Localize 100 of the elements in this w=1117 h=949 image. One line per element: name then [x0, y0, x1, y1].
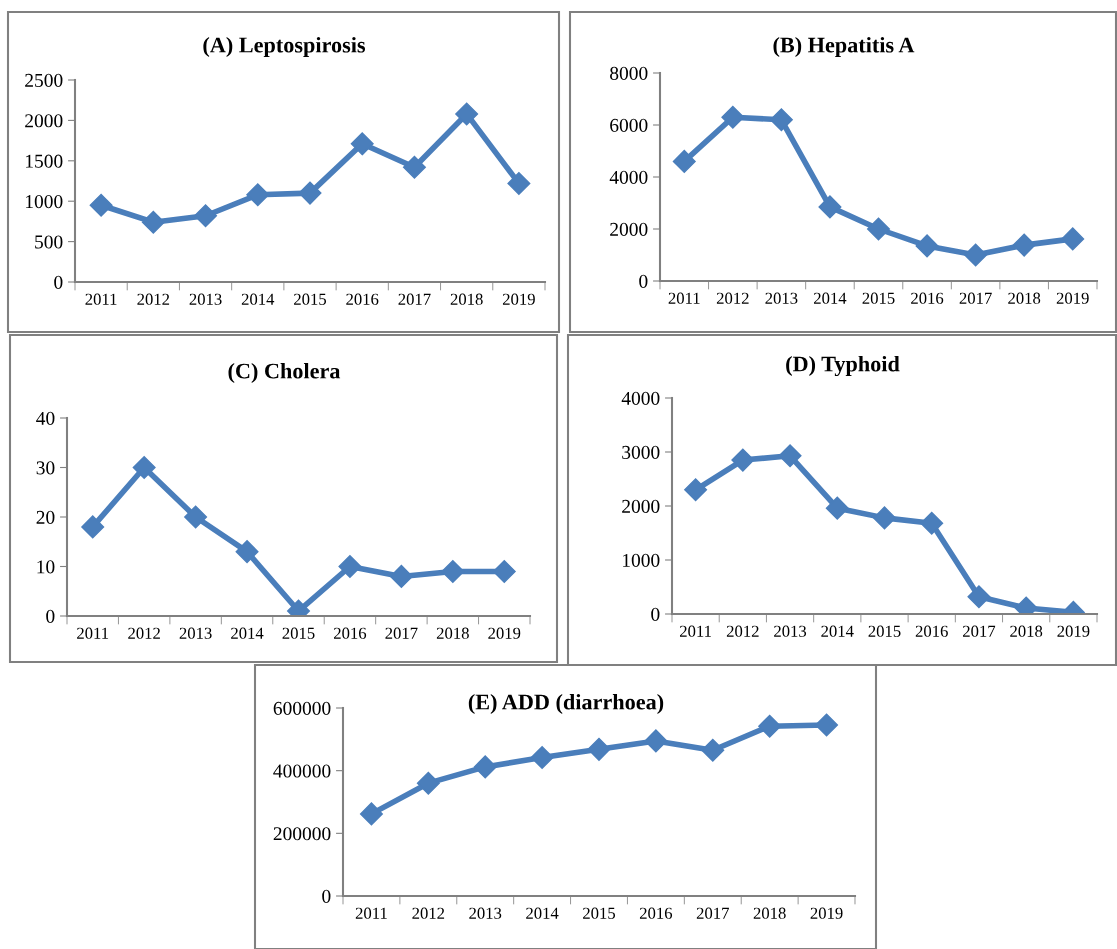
- x-tick-label: 2011: [85, 293, 117, 305]
- point: [915, 234, 939, 258]
- y-tick-label: 500: [35, 235, 63, 249]
- y-tick-label: 0: [651, 607, 660, 621]
- point: [455, 102, 479, 126]
- x-tick-label: 2013: [774, 625, 807, 637]
- x-tick-label: 2011: [77, 627, 109, 639]
- x-tick-label: 2013: [179, 627, 212, 639]
- x-tick-label: 2012: [716, 292, 749, 304]
- y-tick-label: 30: [36, 461, 55, 475]
- y-tick-label: 3000: [622, 445, 660, 459]
- x-tick-label: 2016: [334, 627, 367, 639]
- point: [441, 559, 465, 583]
- point: [416, 771, 440, 795]
- chart-title: (B) Hepatitis A: [773, 36, 915, 58]
- y-tick-label: 4000: [609, 170, 648, 184]
- x-tick-label: 2019: [810, 907, 843, 919]
- x-tick-label: 2011: [355, 907, 387, 919]
- x-tick-label: 2014: [526, 907, 559, 919]
- y-tick-label: 10: [37, 560, 55, 574]
- y-tick-label: 1500: [26, 154, 63, 168]
- point: [507, 171, 531, 195]
- y-tick-label: 2000: [622, 499, 660, 513]
- x-tick-label: 2019: [1056, 292, 1089, 304]
- x-tick-label: 2013: [765, 292, 798, 304]
- point: [492, 559, 516, 583]
- x-tick-label: 2011: [679, 625, 711, 637]
- point: [778, 444, 802, 468]
- x-tick-label: 2014: [231, 627, 264, 639]
- y-tick-label: 8000: [610, 66, 648, 80]
- point: [1061, 227, 1085, 251]
- x-tick-label: 2011: [668, 292, 700, 304]
- x-tick-label: 2019: [502, 293, 535, 305]
- y-tick-label: 1000: [26, 195, 63, 209]
- point: [587, 737, 611, 761]
- y-tick-label: 2500: [25, 73, 63, 87]
- point: [350, 132, 374, 156]
- x-tick-label: 2016: [639, 907, 673, 919]
- y-tick-label: 6000: [610, 118, 648, 132]
- point: [818, 195, 842, 219]
- x-tick-label: 2016: [346, 293, 379, 305]
- x-tick-label: 2013: [189, 293, 222, 305]
- y-tick-label: 4000: [621, 391, 660, 405]
- x-tick-label: 2015: [862, 292, 895, 304]
- point: [235, 540, 259, 564]
- y-tick-label: 400000: [273, 764, 331, 778]
- x-tick-label: 2012: [412, 907, 445, 919]
- y-tick-label: 40: [36, 411, 55, 425]
- chart-title: (C) Cholera: [228, 362, 341, 384]
- x-tick-label: 2015: [282, 627, 315, 639]
- point: [473, 755, 497, 779]
- x-tick-label: 2019: [1057, 625, 1090, 637]
- y-tick-label: 200000: [273, 827, 331, 841]
- x-tick-label: 2015: [868, 625, 901, 637]
- y-tick-label: 0: [322, 889, 331, 903]
- x-tick-label: 2015: [294, 293, 327, 305]
- point: [338, 555, 362, 578]
- point: [867, 217, 890, 241]
- x-tick-label: 2012: [137, 293, 170, 305]
- point: [873, 506, 896, 530]
- point: [359, 802, 383, 826]
- x-tick-label: 2017: [696, 907, 729, 919]
- point: [769, 108, 793, 132]
- point: [684, 478, 708, 502]
- point: [644, 729, 668, 753]
- chart-title: (D) Typhoid: [786, 355, 900, 377]
- point: [731, 448, 755, 472]
- point: [89, 193, 113, 217]
- y-tick-label: 600000: [273, 701, 331, 715]
- point: [758, 714, 782, 738]
- point: [721, 105, 745, 129]
- point: [194, 204, 218, 228]
- x-tick-label: 2012: [128, 627, 160, 639]
- chart-title: (A) Leptospirosis: [203, 36, 366, 58]
- point: [672, 149, 696, 173]
- point: [389, 564, 413, 588]
- x-tick-label: 2013: [469, 907, 502, 919]
- x-tick-label: 2016: [911, 292, 944, 304]
- x-tick-label: 2018: [1008, 292, 1041, 304]
- y-tick-label: 0: [54, 275, 63, 289]
- y-tick-label: 2000: [25, 114, 63, 128]
- point: [184, 505, 208, 529]
- y-tick-label: 1000: [623, 553, 660, 567]
- point: [701, 738, 725, 762]
- point: [825, 496, 849, 520]
- x-tick-label: 2018: [450, 293, 483, 305]
- x-tick-label: 2016: [915, 625, 948, 637]
- x-tick-label: 2017: [963, 625, 996, 637]
- point: [132, 456, 156, 479]
- point: [920, 511, 944, 535]
- chart-title: (E) ADD (diarrhoea): [468, 693, 664, 715]
- x-tick-label: 2017: [959, 292, 992, 304]
- x-tick-label: 2014: [814, 292, 847, 304]
- y-tick-label: 20: [36, 510, 55, 524]
- x-tick-label: 2012: [726, 625, 759, 637]
- point: [246, 183, 270, 207]
- point: [402, 155, 426, 179]
- x-tick-label: 2017: [385, 627, 418, 639]
- x-tick-label: 2019: [488, 627, 521, 639]
- point: [815, 713, 839, 737]
